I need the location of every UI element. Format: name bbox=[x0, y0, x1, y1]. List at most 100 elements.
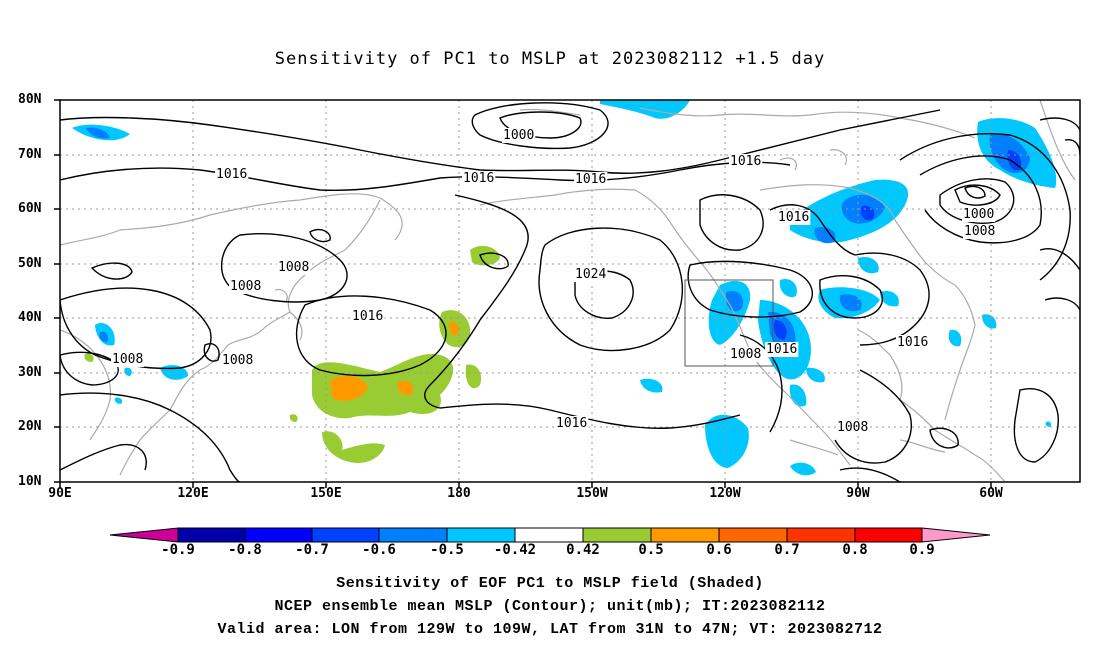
lon-label: 60W bbox=[979, 486, 1003, 501]
lon-label: 120E bbox=[177, 486, 209, 501]
colorbar-label: -0.7 bbox=[295, 542, 329, 558]
positive-shading-region bbox=[330, 375, 368, 401]
colorbar-label: 0.8 bbox=[842, 542, 868, 558]
contour-label-bg bbox=[962, 207, 996, 222]
negative-shading-region bbox=[86, 127, 110, 139]
positive-shading-region bbox=[449, 321, 459, 336]
colorbar-segment bbox=[446, 527, 516, 543]
lon-label: 150W bbox=[576, 486, 608, 501]
contour-label-bg bbox=[111, 352, 145, 367]
contour-label-bg bbox=[221, 353, 255, 368]
colorbar-segment bbox=[786, 527, 856, 543]
lon-label: 90E bbox=[48, 486, 72, 501]
lon-label: 180 bbox=[447, 486, 471, 501]
negative-shading-region bbox=[790, 462, 816, 476]
colorbar-segment bbox=[177, 527, 246, 543]
negative-shading-region bbox=[779, 278, 797, 298]
contour-label: 1008 bbox=[230, 279, 261, 294]
negative-shading-region bbox=[114, 397, 123, 404]
contour-label: 1016 bbox=[778, 210, 809, 225]
colorbar-label: -0.9 bbox=[161, 542, 195, 558]
caption-line: Sensitivity of EOF PC1 to MSLP field (Sh… bbox=[336, 575, 764, 592]
contour-label: 1008 bbox=[964, 224, 995, 239]
negative-shading-region bbox=[124, 367, 132, 376]
negative-shading-region bbox=[1045, 421, 1052, 427]
negative-shading-region bbox=[774, 320, 787, 340]
contour-label-bg bbox=[574, 267, 608, 282]
contour-label-bg bbox=[555, 416, 589, 431]
colorbar-label: 0.9 bbox=[909, 542, 935, 558]
contour-label: 1008 bbox=[730, 347, 761, 362]
negative-shading-region bbox=[99, 331, 109, 342]
colorbar-label: -0.42 bbox=[493, 542, 537, 558]
colorbar-segment bbox=[109, 527, 179, 543]
lat-label: 10N bbox=[18, 474, 42, 489]
contour-label: 1000 bbox=[503, 128, 534, 143]
lon-label: 90W bbox=[846, 486, 870, 501]
contour-label-bg bbox=[777, 210, 811, 225]
contour-label-bg bbox=[836, 420, 870, 435]
negative-shading-region bbox=[858, 256, 879, 274]
colorbar-label: 0.42 bbox=[566, 542, 600, 558]
contour-label: 1016 bbox=[216, 167, 247, 182]
colorbar-label: 0.5 bbox=[638, 542, 664, 558]
contour-label: 1008 bbox=[112, 352, 143, 367]
negative-shading-region bbox=[982, 314, 997, 329]
lat-label: 50N bbox=[18, 256, 42, 271]
contour-label-bg bbox=[215, 167, 249, 182]
lat-label: 60N bbox=[18, 201, 42, 216]
colorbar bbox=[109, 527, 991, 543]
contour-label: 1016 bbox=[556, 416, 587, 431]
negative-shading-region bbox=[839, 294, 862, 312]
negative-shading-region bbox=[814, 226, 836, 244]
lat-label: 40N bbox=[18, 310, 42, 325]
colorbar-segment bbox=[921, 527, 991, 543]
contour-label-bg bbox=[574, 172, 608, 187]
contour-label-bg bbox=[963, 224, 997, 239]
tick-marks bbox=[54, 99, 992, 488]
lat-label: 20N bbox=[18, 419, 42, 434]
lat-label: 80N bbox=[18, 92, 42, 107]
positive-shading-region bbox=[312, 353, 454, 419]
caption-line: NCEP ensemble mean MSLP (Contour); unit(… bbox=[274, 598, 826, 615]
positive-shading-region bbox=[322, 431, 385, 464]
positive-shading-region bbox=[470, 245, 500, 266]
contour-label-bg bbox=[462, 171, 496, 186]
lon-label: 120W bbox=[709, 486, 741, 501]
contour-label-bg bbox=[229, 279, 263, 294]
lon-label: 150E bbox=[310, 486, 342, 501]
map-frame bbox=[59, 99, 1081, 483]
contour-label: 1016 bbox=[766, 342, 797, 357]
negative-shading-region bbox=[880, 290, 899, 307]
positive-shading-region bbox=[84, 353, 94, 362]
negative-shading-region bbox=[705, 414, 749, 468]
shading-layer bbox=[72, 100, 1057, 476]
lat-label: 70N bbox=[18, 147, 42, 162]
positive-shading-region bbox=[465, 364, 482, 389]
contour-label: 1016 bbox=[575, 172, 606, 187]
valid-area-box bbox=[684, 279, 774, 367]
colorbar-segment bbox=[650, 527, 720, 543]
positive-shading-region bbox=[397, 380, 414, 396]
colorbar-segment bbox=[582, 527, 652, 543]
contour-label: 1016 bbox=[897, 335, 928, 350]
colorbar-label: 0.6 bbox=[706, 542, 732, 558]
negative-shading-region bbox=[640, 378, 663, 393]
positive-shading-region bbox=[289, 414, 298, 422]
contour-labels: 1016 1016 1016 1000 1016 1016 1016 1000 … bbox=[111, 128, 997, 435]
caption-line: Valid area: LON from 129W to 109W, LAT f… bbox=[217, 621, 883, 638]
colorbar-label: -0.8 bbox=[228, 542, 262, 558]
contour-label-bg bbox=[277, 260, 311, 275]
negative-shading-region bbox=[806, 367, 825, 383]
contour-label-bg bbox=[502, 128, 536, 143]
lat-label: 30N bbox=[18, 365, 42, 380]
colorbar-segment bbox=[718, 527, 788, 543]
negative-shading-region bbox=[948, 329, 962, 347]
colorbar-label: -0.6 bbox=[362, 542, 396, 558]
colorbar-label: 0.7 bbox=[774, 542, 800, 558]
contour-label: 1000 bbox=[963, 207, 994, 222]
map-title: Sensitivity of PC1 to MSLP at 2023082112… bbox=[274, 49, 826, 69]
contour-label-bg bbox=[729, 154, 763, 169]
map-layers bbox=[60, 100, 1080, 482]
